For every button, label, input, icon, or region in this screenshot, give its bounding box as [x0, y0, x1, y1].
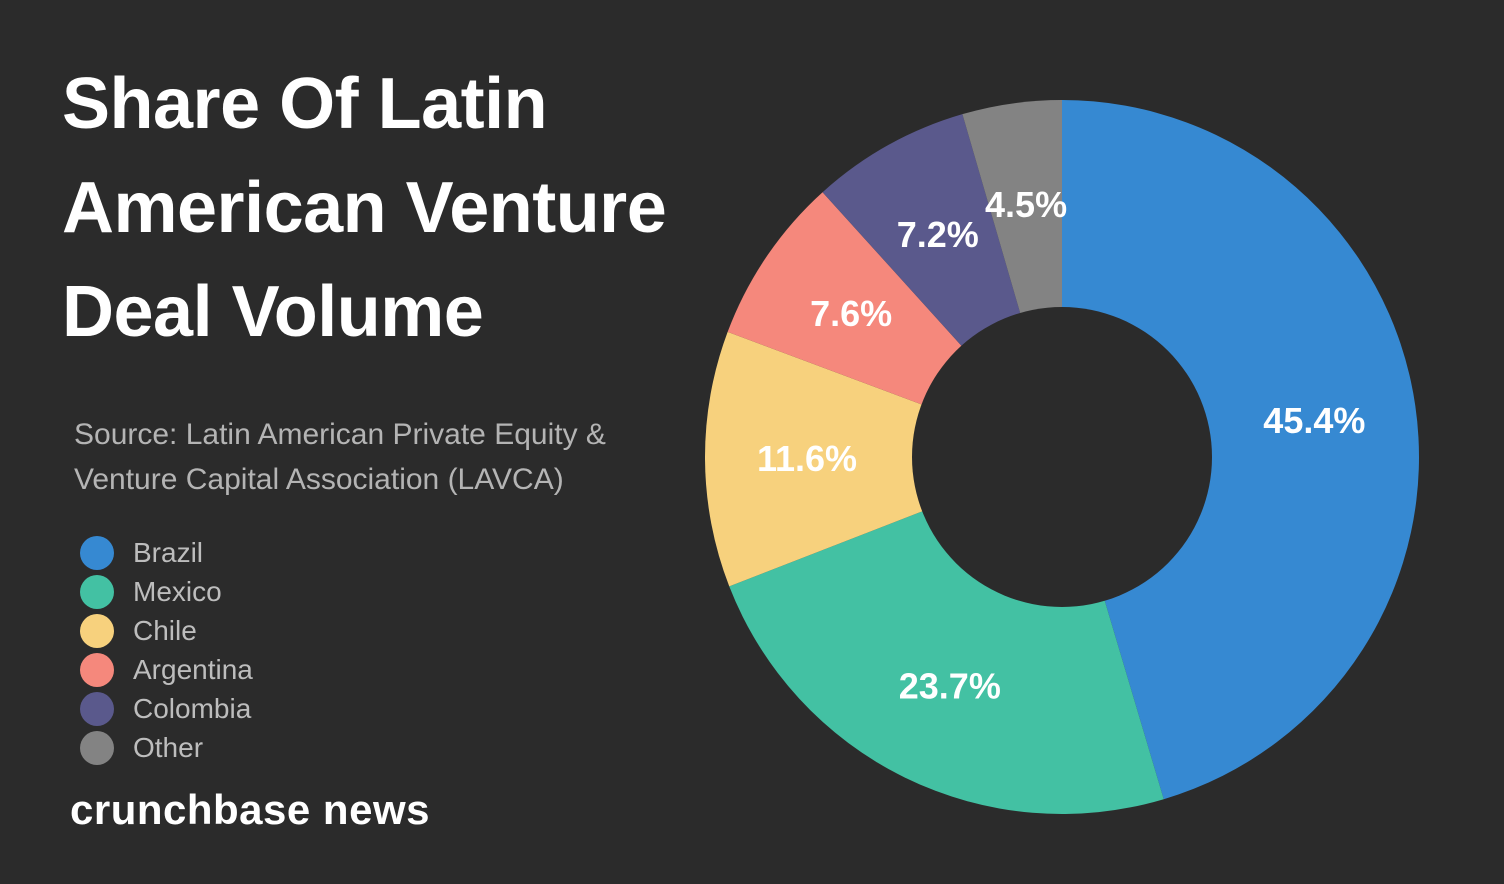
legend-item-argentina: Argentina	[80, 650, 253, 689]
legend-swatch-brazil	[80, 535, 114, 570]
source-note: Source: Latin American Private Equity & …	[74, 412, 714, 502]
data-label-argentina: 7.6%	[810, 293, 892, 334]
donut-hole	[912, 307, 1212, 607]
legend-item-colombia: Colombia	[80, 689, 253, 728]
legend-item-other: Other	[80, 728, 253, 767]
data-label-brazil: 45.4%	[1263, 400, 1365, 441]
data-label-other: 4.5%	[985, 184, 1067, 225]
legend-label-argentina: Argentina	[133, 653, 253, 685]
data-label-mexico: 23.7%	[899, 665, 1001, 706]
legend-swatch-other	[80, 730, 114, 765]
source-line-2: Venture Capital Association (LAVCA)	[74, 463, 564, 496]
legend-label-other: Other	[133, 731, 204, 763]
source-line-1: Source: Latin American Private Equity &	[74, 418, 606, 451]
legend-label-chile: Chile	[133, 614, 197, 646]
data-label-colombia: 7.2%	[897, 214, 979, 255]
legend-swatch-chile	[80, 613, 114, 648]
brand-logo: crunchbase news	[70, 786, 430, 833]
legend-swatch-colombia	[80, 691, 114, 726]
legend-swatch-argentina	[80, 652, 114, 687]
legend-label-brazil: Brazil	[133, 536, 204, 568]
chart-title-line-1: Share Of Latin	[62, 64, 548, 144]
legend-label-mexico: Mexico	[133, 575, 222, 607]
legend-swatch-mexico	[80, 574, 114, 609]
data-label-chile: 11.6%	[757, 438, 857, 479]
chart-title-line-3: Deal Volume	[62, 272, 484, 352]
legend-item-mexico: Mexico	[80, 572, 253, 611]
donut-labels: 45.4% 23.7% 11.6% 7.6%7.2%4.5%	[757, 184, 1365, 706]
legend-item-chile: Chile	[80, 611, 253, 650]
legend-label-colombia: Colombia	[133, 692, 252, 724]
legend-item-brazil: Brazil	[80, 533, 253, 572]
slice-brazil	[1062, 100, 1419, 800]
chart-title: Share Of Latin American Venture Deal Vol…	[62, 52, 762, 364]
slice-chile	[704, 331, 1062, 587]
chart-title-line-2: American Venture	[62, 168, 667, 248]
chart-legend: Brazil Mexico Chile Argentina Colombia Other	[80, 533, 253, 767]
